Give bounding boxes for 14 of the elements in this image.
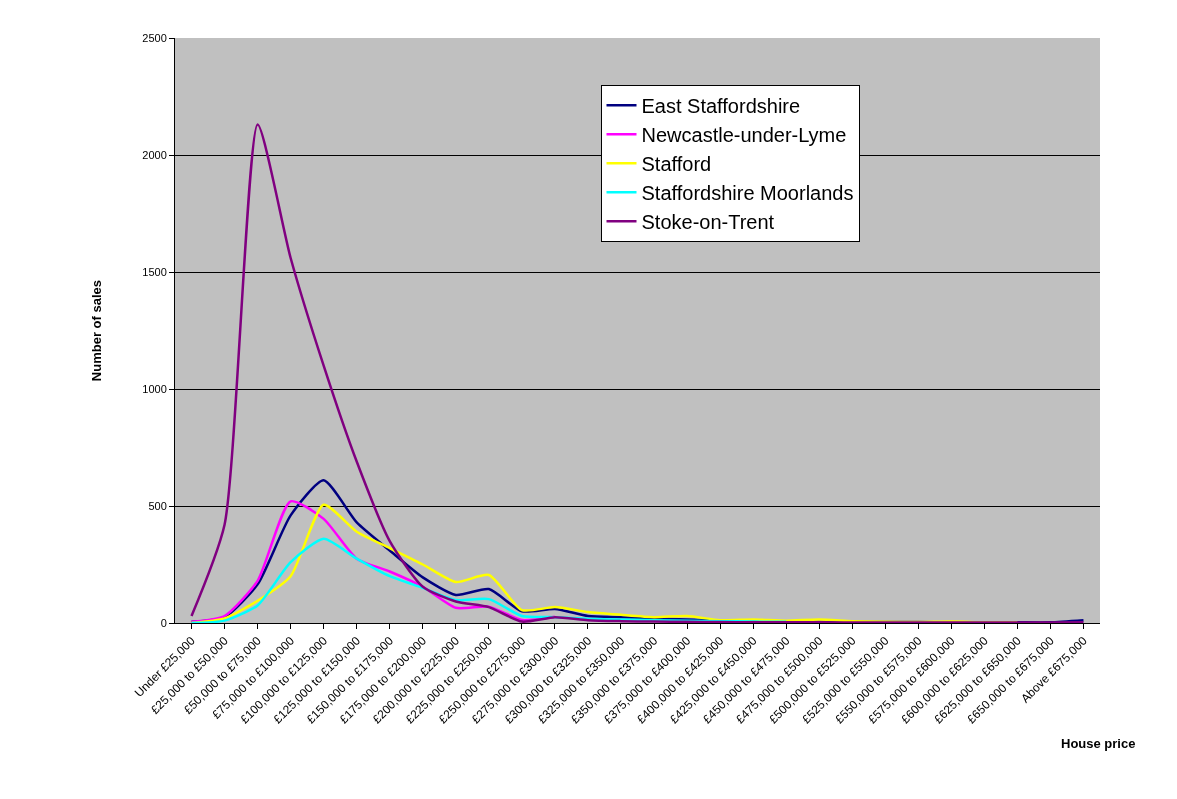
y-tick-label: 1000 [142,382,167,395]
legend-label: East Staffordshire [641,95,801,118]
y-tick-label: 500 [148,499,167,512]
y-tick-label: 1500 [142,265,167,278]
y-tick-label: 2000 [142,148,167,161]
legend-label: Stoke-on-Trent [641,211,775,234]
x-axis-title: House price [1061,736,1136,751]
legend-label: Staffordshire Moorlands [641,182,854,205]
line-series [190,123,1085,623]
y-axis-title: Number of sales [89,279,105,382]
legend-label: Newcastle-under-Lyme [641,124,847,147]
y-tick-label: 2500 [142,31,167,44]
y-tick-label: 0 [160,616,167,629]
legend-label: Stafford [641,153,712,176]
